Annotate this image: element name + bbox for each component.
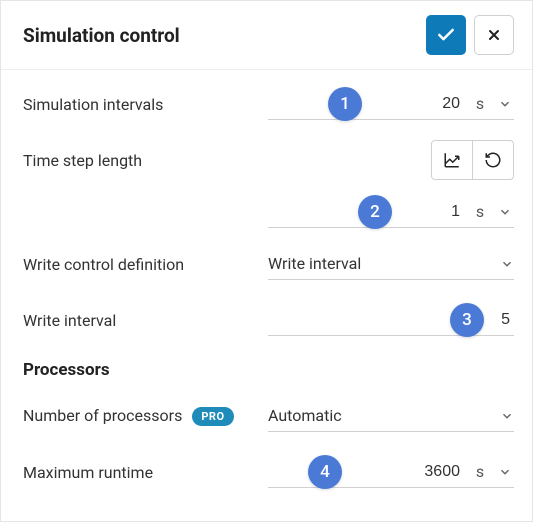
chevron-down-icon	[500, 257, 514, 271]
unit-dropdown-simulation-intervals[interactable]	[496, 97, 514, 111]
field-write-interval: 3	[268, 305, 514, 336]
check-icon	[436, 25, 456, 45]
close-button[interactable]	[474, 15, 514, 55]
simulation-control-panel: Simulation control Simulation intervals …	[0, 0, 533, 522]
row-time-step: Time step length	[23, 134, 514, 186]
step-badge-3: 3	[450, 303, 484, 337]
chart-button[interactable]	[431, 140, 473, 180]
heading-processors: Processors	[23, 360, 514, 380]
select-num-processors[interactable]: Automatic	[268, 400, 514, 432]
row-maximum-runtime: Maximum runtime 4 s	[23, 446, 514, 498]
reset-button[interactable]	[472, 140, 514, 180]
close-icon	[486, 27, 502, 43]
undo-icon	[484, 151, 502, 169]
chevron-down-icon	[498, 465, 512, 479]
field-maximum-runtime: 4 s	[268, 456, 514, 488]
field-simulation-intervals: 1 s	[268, 88, 514, 120]
step-badge-1: 1	[328, 87, 362, 121]
chevron-down-icon	[498, 205, 512, 219]
panel-header: Simulation control	[1, 1, 532, 70]
input-write-interval[interactable]	[488, 311, 514, 329]
time-step-actions	[431, 140, 514, 180]
input-maximum-runtime[interactable]	[394, 463, 464, 481]
row-time-step-value: 2 s	[23, 190, 514, 234]
panel-content: Simulation intervals 1 s Time step lengt…	[1, 70, 532, 498]
panel-title: Simulation control	[23, 24, 180, 47]
select-write-control-definition[interactable]: Write interval	[268, 248, 514, 280]
confirm-button[interactable]	[426, 15, 466, 55]
field-time-step: 2 s	[268, 196, 514, 228]
input-simulation-intervals[interactable]	[404, 95, 464, 113]
chart-line-icon	[443, 151, 461, 169]
label-simulation-intervals: Simulation intervals	[23, 95, 268, 114]
row-write-control-definition: Write control definition Write interval	[23, 238, 514, 290]
label-num-processors: Number of processors PRO	[23, 406, 268, 426]
unit-dropdown-time-step[interactable]	[496, 205, 514, 219]
row-write-interval: Write interval 3	[23, 294, 514, 346]
label-write-control-definition: Write control definition	[23, 255, 268, 274]
unit-dropdown-maximum-runtime[interactable]	[496, 465, 514, 479]
unit-time-step: s	[474, 202, 486, 221]
input-time-step[interactable]	[404, 203, 464, 221]
label-time-step: Time step length	[23, 151, 268, 170]
step-badge-2: 2	[358, 195, 392, 229]
select-value-write-control: Write interval	[268, 254, 361, 273]
header-actions	[426, 15, 514, 55]
pro-badge: PRO	[192, 407, 233, 426]
label-maximum-runtime: Maximum runtime	[23, 463, 268, 482]
row-simulation-intervals: Simulation intervals 1 s	[23, 78, 514, 130]
unit-maximum-runtime: s	[474, 462, 486, 481]
select-value-num-processors: Automatic	[268, 406, 342, 425]
step-badge-4: 4	[308, 455, 342, 489]
chevron-down-icon	[498, 97, 512, 111]
unit-simulation-intervals: s	[474, 94, 486, 113]
chevron-down-icon	[500, 409, 514, 423]
row-num-processors: Number of processors PRO Automatic	[23, 390, 514, 442]
label-write-interval: Write interval	[23, 311, 268, 330]
